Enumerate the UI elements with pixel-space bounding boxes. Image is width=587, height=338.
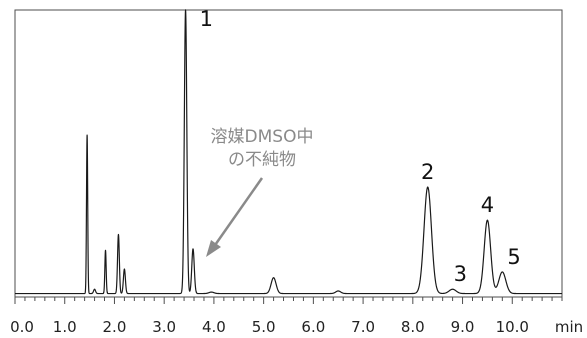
x-tick-label: 1.0 (53, 318, 77, 336)
x-tick-label: 3.0 (152, 318, 176, 336)
plot-frame (14, 9, 563, 298)
x-tick-label: 9.0 (451, 318, 475, 336)
x-tick-label: 8.0 (401, 318, 425, 336)
x-axis-unit: min (555, 318, 583, 336)
x-tick-label: 6.0 (301, 318, 325, 336)
peak-label: 1 (200, 7, 213, 31)
chromatogram-trace (14, 9, 563, 295)
annotation-line-1: 溶媒DMSO中 (211, 127, 314, 147)
peak-label: 5 (507, 245, 520, 269)
annotation-line-2: の不純物 (228, 150, 296, 170)
peak-labels: 1 2 3 4 5 (200, 7, 521, 286)
annotation-arrow-head (206, 240, 221, 257)
peak-label: 3 (454, 262, 467, 286)
peak-label: 4 (481, 193, 494, 217)
x-axis-tick-labels: 0.0 1.0 2.0 3.0 4.0 5.0 6.0 7.0 8.0 9.0 10.0 (10, 318, 529, 336)
x-tick-label: 10.0 (496, 318, 529, 336)
x-tick-label: 7.0 (351, 318, 375, 336)
x-tick-label: 2.0 (103, 318, 127, 336)
peak-label: 2 (421, 160, 434, 184)
annotation-arrow-shaft (211, 177, 264, 249)
x-tick-label: 5.0 (252, 318, 276, 336)
x-tick-label: 0.0 (10, 318, 34, 336)
impurity-annotation: 溶媒DMSO中 の不純物 (206, 127, 313, 257)
x-tick-label: 4.0 (202, 318, 226, 336)
x-axis-ticks (14, 297, 563, 304)
